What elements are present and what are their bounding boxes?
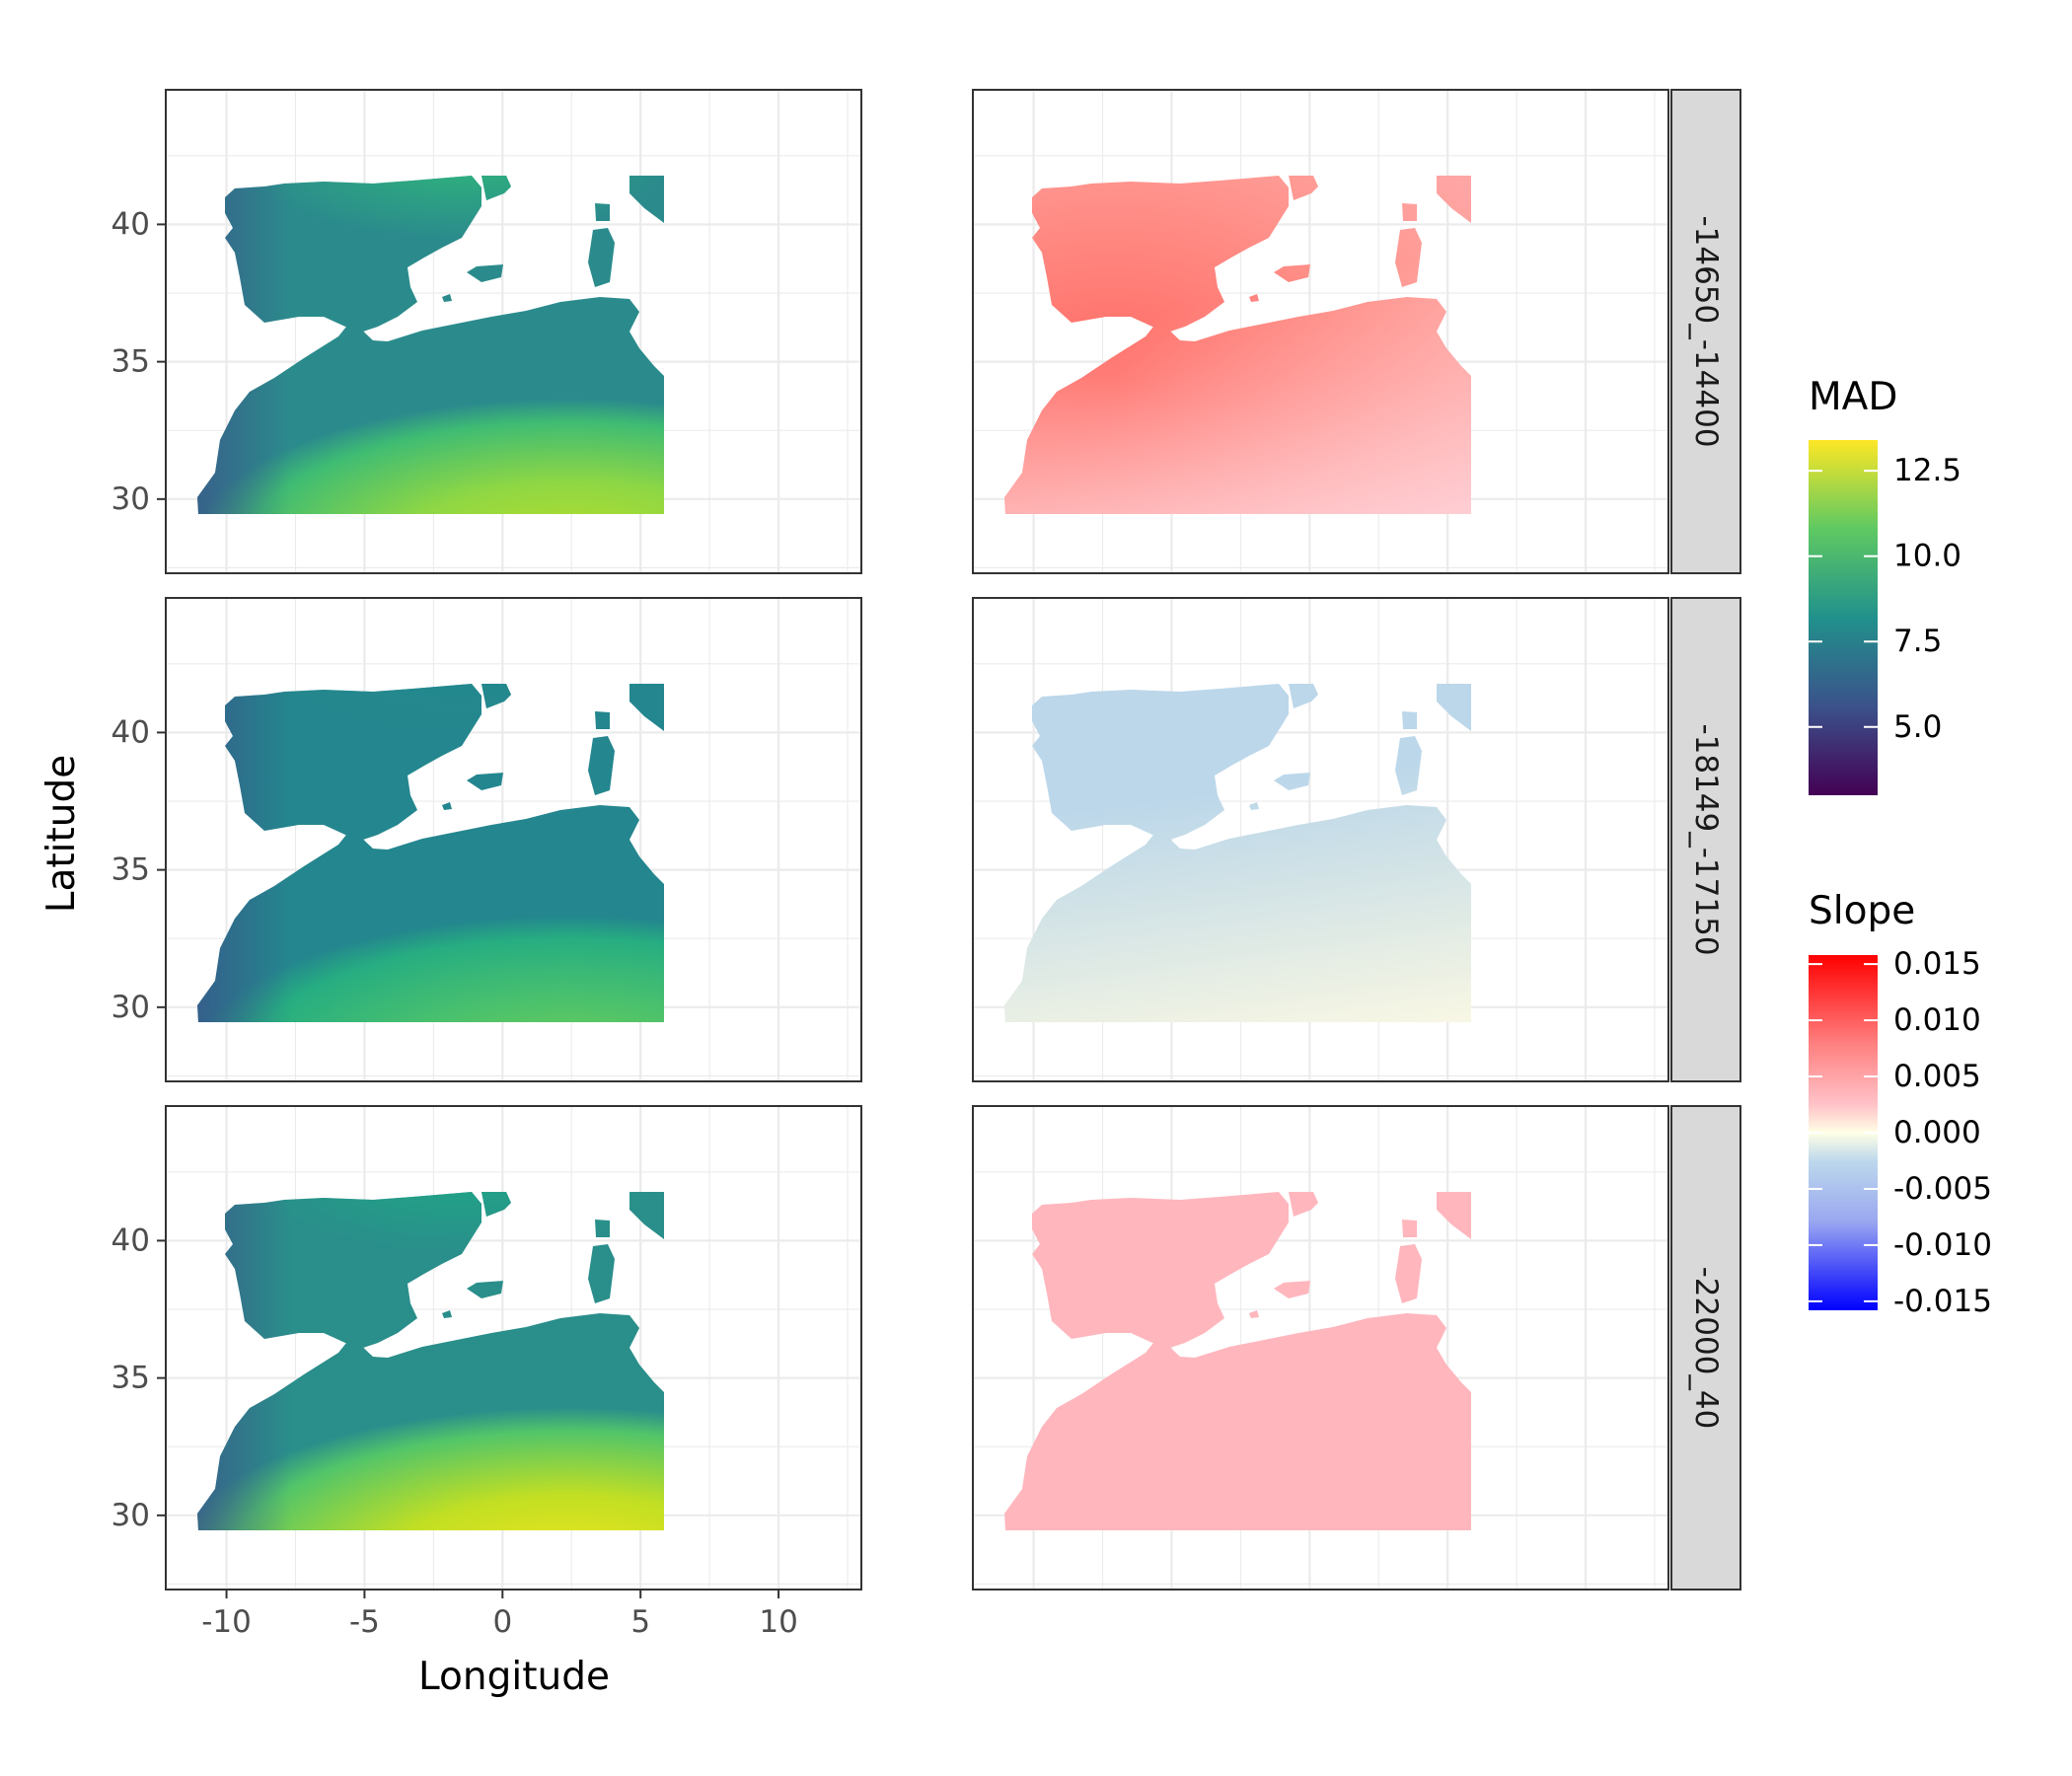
panel-mad-row-2	[165, 597, 862, 1082]
y-tick-label: 40	[111, 714, 150, 750]
panel-border	[972, 597, 1669, 1082]
facet-strip-row-3: -22000_40	[1670, 1105, 1741, 1591]
legend-label: 7.5	[1893, 624, 1942, 659]
panels: -14650_-14400 -18149_-17150 -22000_40	[165, 89, 1741, 1591]
facet-strip-row-1: -14650_-14400	[1670, 89, 1741, 574]
legend-label: 5.0	[1893, 709, 1942, 745]
panel-border	[972, 1105, 1669, 1591]
y-tick-label: 30	[111, 990, 150, 1025]
y-tick-label: 35	[111, 852, 150, 888]
x-tick-label: -5	[349, 1604, 380, 1640]
legend-label: -0.010	[1893, 1227, 1992, 1263]
facet-strip-label: -22000_40	[1688, 1267, 1724, 1430]
panel-slope-row-1	[972, 89, 1669, 574]
legend-label: 12.5	[1893, 453, 1961, 488]
legend-label: 0.015	[1893, 946, 1981, 982]
x-axis-title: Longitude	[418, 1655, 610, 1699]
legend-slope: Slope 0.015 0.010 0.005 0.000 -0.005 -0.010 -0.…	[1809, 889, 1992, 1319]
facet-strip-background	[1670, 1105, 1741, 1591]
legend-title: Slope	[1809, 889, 1915, 933]
x-tick-label: 5	[630, 1604, 650, 1640]
facet-strip-label: -14650_-14400	[1688, 215, 1724, 447]
legend-mad: MAD 12.5 10.0 7.5 5.0	[1809, 375, 1961, 795]
land-raster	[197, 176, 664, 514]
y-tick-label: 30	[111, 1498, 150, 1533]
legend-label: 0.010	[1893, 1002, 1981, 1038]
facet-strip-label: -18149_-17150	[1688, 723, 1724, 955]
legend-label: -0.005	[1893, 1171, 1992, 1207]
facet-strip-background	[1670, 597, 1741, 1082]
panel-border	[972, 89, 1669, 574]
panel-border	[165, 1105, 862, 1591]
y-tick-label: 40	[111, 206, 150, 242]
y-axis-title: Latitude	[39, 755, 84, 914]
legends: MAD 12.5 10.0 7.5 5.0 Slope 0.015 0.010 0.005 0.0…	[1809, 375, 1992, 1319]
axes: 30 35 40 30 35 40 30 35 40 -10 -5 0 5 10	[111, 206, 798, 1640]
facet-strip-background	[1670, 89, 1741, 574]
y-tick-label: 35	[111, 1361, 150, 1396]
panel-slope-row-3	[972, 1105, 1669, 1591]
panel-border	[165, 89, 862, 574]
legend-colorbar	[1809, 440, 1878, 795]
x-tick-label: -10	[201, 1604, 252, 1640]
y-tick-label: 35	[111, 344, 150, 380]
facet-strip-row-2: -18149_-17150	[1670, 597, 1741, 1082]
y-tick-label: 30	[111, 481, 150, 517]
legend-title: MAD	[1809, 375, 1897, 419]
y-tick-label: 40	[111, 1222, 150, 1258]
legend-label: 0.000	[1893, 1115, 1981, 1150]
panel-mad-row-1	[165, 89, 862, 574]
x-tick-label: 10	[759, 1604, 797, 1640]
panel-border	[165, 597, 862, 1082]
legend-label: 10.0	[1893, 539, 1961, 574]
x-tick-label: 0	[492, 1604, 512, 1640]
legend-label: -0.015	[1893, 1284, 1992, 1319]
legend-label: 0.005	[1893, 1059, 1981, 1094]
panel-slope-row-2	[972, 597, 1669, 1082]
panel-mad-row-3	[165, 1105, 862, 1591]
